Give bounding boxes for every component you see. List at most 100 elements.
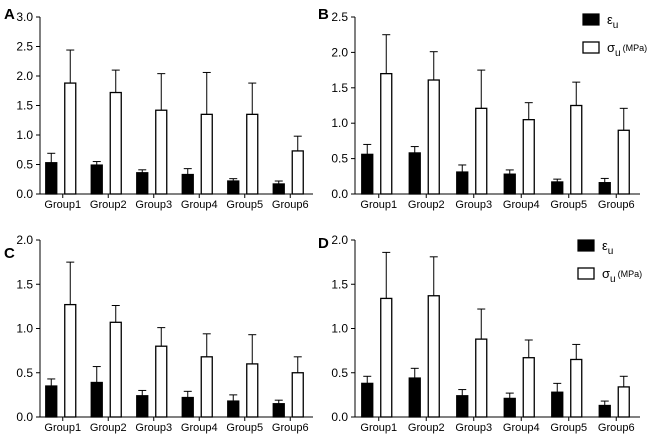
sigma-bar	[64, 303, 77, 418]
x-tick-label: Group6	[272, 422, 309, 434]
panel-label: C	[4, 245, 15, 262]
y-tick-label: 0.0	[16, 187, 33, 201]
epsilon-bar	[136, 395, 149, 418]
sigma-bar	[64, 82, 77, 195]
y-tick-label: 0.0	[331, 187, 348, 201]
epsilon-bar	[361, 382, 374, 418]
x-tick-label: Group5	[226, 422, 263, 434]
panel-label: B	[318, 6, 329, 23]
y-tick-label: 0.5	[331, 152, 348, 166]
legend-epsilon-swatch	[582, 13, 600, 26]
x-tick-label: Group1	[44, 199, 81, 211]
x-tick-label: Group2	[408, 422, 445, 434]
sigma-bar	[246, 113, 259, 195]
y-tick-label: 1.5	[16, 277, 33, 291]
sigma-bar	[475, 338, 488, 418]
y-tick-label: 2.5	[331, 10, 348, 24]
x-tick-label: Group1	[360, 199, 397, 211]
panel-D: D 0.0 0.5 1.0 1.5 2.0 Group1 Group2 Group3 Group4…	[318, 233, 642, 434]
sigma-bar	[427, 295, 440, 418]
sigma-bar	[522, 119, 535, 195]
y-tick-label: 1.0	[331, 116, 348, 130]
y-tick-label: 2.0	[16, 233, 33, 247]
epsilon-bar	[456, 171, 469, 195]
x-tick-label: Group2	[408, 199, 445, 211]
epsilon-bar	[456, 395, 469, 418]
legend: εu σu (MPa)	[582, 12, 647, 59]
epsilon-bar	[551, 181, 564, 195]
legend-sigma-swatch	[582, 41, 600, 54]
epsilon-bar	[598, 182, 611, 195]
legend-sigma-subscript: u	[610, 274, 616, 285]
legend-sigma-swatch	[577, 267, 595, 280]
legend-epsilon-subscript: u	[608, 246, 614, 257]
y-tick-label: 1.5	[331, 277, 348, 291]
epsilon-bar	[503, 173, 516, 195]
x-tick-label: Group6	[272, 199, 309, 211]
legend-epsilon-symbol: ε	[602, 238, 608, 253]
sigma-bar	[617, 129, 630, 195]
y-tick-label: 1.0	[16, 322, 33, 336]
y-tick-label: 2.0	[331, 233, 348, 247]
x-tick-label: Group5	[226, 199, 263, 211]
x-tick-label: Group3	[135, 199, 172, 211]
sigma-bar	[200, 356, 213, 418]
y-tick-label: 1.0	[331, 322, 348, 336]
sigma-bar	[109, 91, 122, 195]
sigma-bar	[109, 321, 122, 418]
y-tick-label: 1.5	[16, 99, 33, 113]
sigma-bar	[291, 150, 304, 195]
epsilon-bar	[272, 403, 285, 418]
epsilon-bar	[227, 400, 240, 418]
legend-sigma-label: σu (MPa)	[602, 266, 642, 285]
epsilon-bar	[598, 404, 611, 418]
y-tick-label: 1.0	[16, 128, 33, 142]
epsilon-bar	[181, 396, 194, 418]
legend-sigma-unit: (MPa)	[623, 43, 648, 53]
legend-epsilon-label: εu	[607, 12, 618, 31]
x-tick-label: Group5	[550, 422, 587, 434]
x-tick-label: Group6	[598, 422, 635, 434]
epsilon-bar	[408, 377, 421, 418]
x-tick-label: Group3	[455, 422, 492, 434]
y-tick-label: 0.0	[331, 410, 348, 424]
panel-C: C 0.0 0.5 1.0 1.5 2.0 Group1 Group2 Group3 Group4…	[4, 233, 313, 434]
y-tick-label: 2.5	[16, 40, 33, 54]
epsilon-bar	[45, 162, 58, 195]
legend-sigma-unit: (MPa)	[618, 269, 643, 279]
epsilon-bar	[227, 180, 240, 195]
y-tick-label: 2.0	[16, 69, 33, 83]
panel-B: B 0.0 0.5 1.0 1.5 2.0 2.5 Group1 Group2 Group3 Gro…	[318, 6, 647, 211]
sigma-bar	[155, 345, 168, 418]
y-tick-label: 2.0	[331, 45, 348, 59]
y-tick-label: 0.5	[331, 366, 348, 380]
sigma-bar	[380, 72, 393, 195]
x-tick-label: Group1	[44, 422, 81, 434]
sigma-bar	[475, 107, 488, 195]
legend-epsilon-label: εu	[602, 238, 613, 257]
epsilon-bar	[181, 173, 194, 195]
x-tick-label: Group5	[550, 199, 587, 211]
x-tick-label: Group3	[135, 422, 172, 434]
x-tick-label: Group4	[503, 199, 540, 211]
epsilon-bar	[361, 153, 374, 195]
x-tick-label: Group2	[90, 199, 127, 211]
legend-sigma-symbol: σ	[602, 266, 610, 281]
sigma-bar	[155, 109, 168, 195]
sigma-bar	[617, 386, 630, 418]
legend-sigma-label: σu (MPa)	[607, 40, 647, 59]
legend-sigma-subscript: u	[615, 48, 621, 59]
epsilon-bar	[90, 164, 103, 195]
legend-sigma-symbol: σ	[607, 40, 615, 55]
epsilon-bar	[136, 172, 149, 195]
sigma-bar	[570, 358, 583, 418]
y-tick-label: 1.5	[331, 81, 348, 95]
x-tick-label: Group4	[503, 422, 540, 434]
x-tick-label: Group1	[360, 422, 397, 434]
x-tick-label: Group3	[455, 199, 492, 211]
x-tick-label: Group6	[598, 199, 635, 211]
y-tick-label: 0.5	[16, 158, 33, 172]
sigma-bar	[522, 357, 535, 418]
sigma-bar	[427, 79, 440, 195]
legend-epsilon-swatch	[577, 239, 595, 252]
